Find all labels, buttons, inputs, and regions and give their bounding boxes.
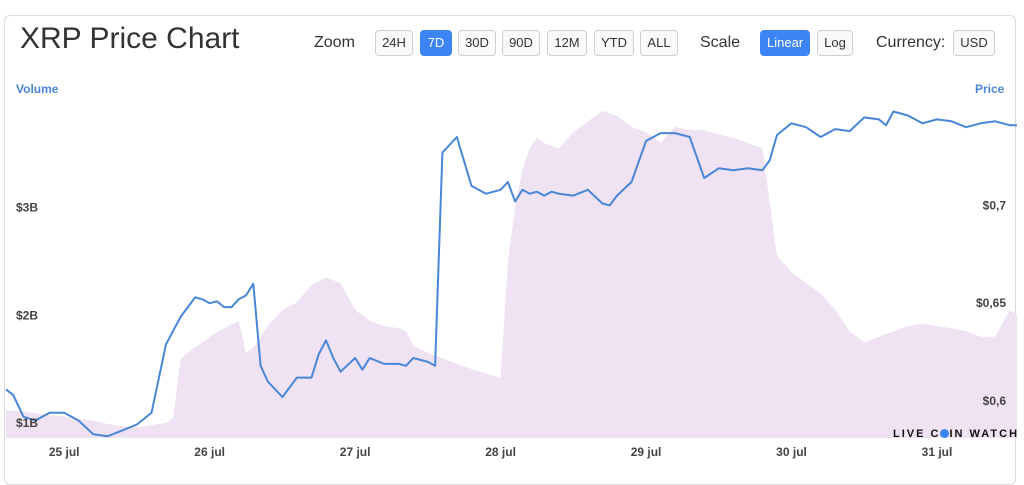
zoom-ytd-button[interactable]: YTD: [594, 30, 634, 56]
x-tick-label: 25 jul: [49, 445, 80, 459]
price-axis-title: Price: [975, 82, 1005, 96]
price-line: [5, 110, 1017, 438]
currency-select[interactable]: USD: [953, 30, 995, 56]
scale-linear-button[interactable]: Linear: [760, 30, 810, 56]
volume-axis-title: Volume: [16, 82, 59, 96]
price-tick-label: $0,65: [976, 296, 1006, 310]
zoom-30d-button[interactable]: 30D: [458, 30, 496, 56]
price-tick-label: $0,6: [983, 394, 1007, 408]
zoom-label: Zoom: [314, 34, 355, 51]
price-tick-label: $0,7: [983, 198, 1007, 212]
x-tick-label: 31 jul: [922, 445, 953, 459]
x-tick-label: 27 jul: [340, 445, 371, 459]
x-tick-label: 28 jul: [485, 445, 516, 459]
chart-toolbar: Zoom 24H 7D 30D 90D 12M YTD ALL Scale Li…: [0, 30, 1024, 58]
volume-tick-label: $1B: [16, 416, 38, 430]
x-tick-label: 29 jul: [631, 445, 662, 459]
page-title: XRP Price Chart: [20, 22, 240, 55]
zoom-24h-button[interactable]: 24H: [375, 30, 413, 56]
volume-area: [6, 110, 1017, 439]
zoom-all-button[interactable]: ALL: [640, 30, 678, 56]
x-tick-label: 26 jul: [194, 445, 225, 459]
price-volume-chart[interactable]: 25 jul 26 jul 27 jul 28 jul 29 jul 30 jul 31 j…: [0, 0, 1024, 473]
zoom-7d-button[interactable]: 7D: [420, 30, 452, 56]
currency-label: Currency:: [876, 34, 946, 51]
volume-tick-label: $2B: [16, 308, 38, 322]
coin-logo-icon: [940, 429, 950, 438]
live-coin-watch-logo: LIVE C IN WATCH: [893, 428, 1020, 440]
volume-tick-label: $3B: [16, 201, 38, 215]
scale-log-button[interactable]: Log: [817, 30, 853, 56]
zoom-90d-button[interactable]: 90D: [502, 30, 540, 56]
zoom-12m-button[interactable]: 12M: [547, 30, 587, 56]
x-tick-label: 30 jul: [776, 445, 807, 459]
scale-label: Scale: [700, 34, 741, 51]
